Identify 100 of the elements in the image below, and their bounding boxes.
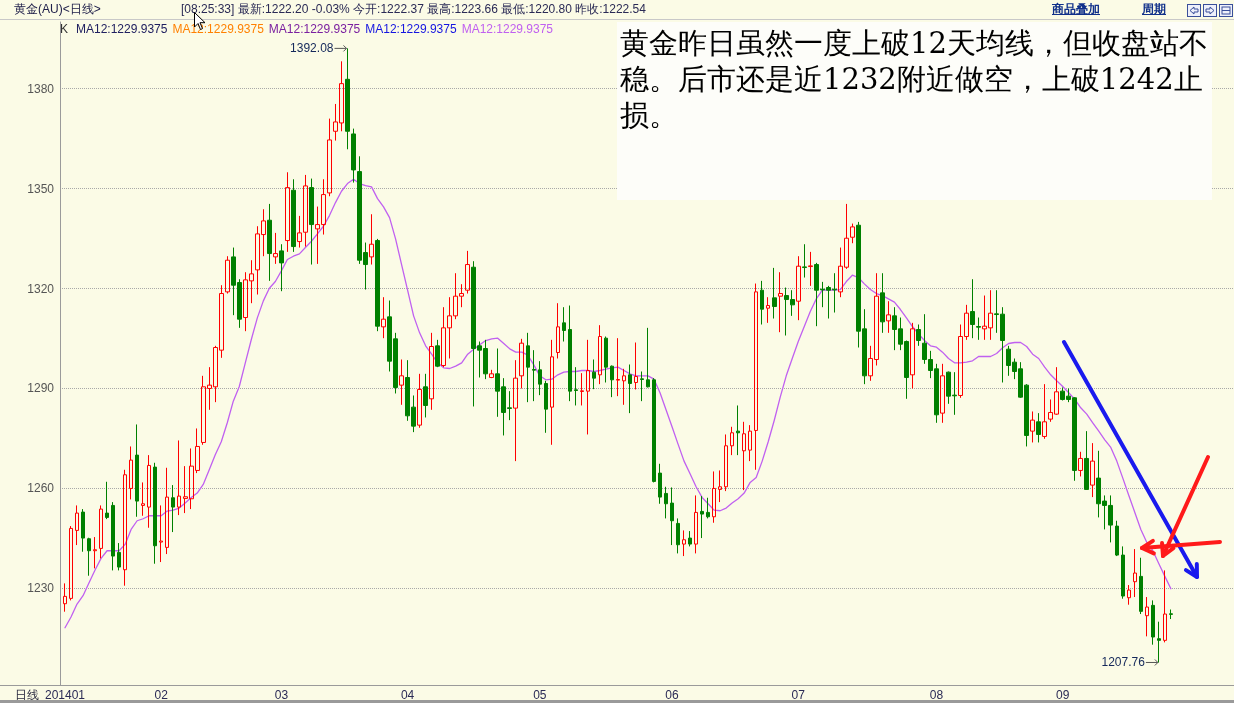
candlestick [63, 582, 67, 613]
candlestick [519, 338, 524, 389]
candlestick [538, 360, 542, 396]
annotation: MA12:1229.9375 [172, 22, 264, 37]
candlestick [1127, 584, 1131, 606]
candlestick [111, 501, 115, 571]
annotation: K [60, 22, 69, 37]
candlestick [682, 529, 686, 557]
candlestick [1030, 410, 1035, 443]
candlestick [99, 504, 103, 559]
candlestick [562, 306, 566, 343]
candlestick [87, 537, 91, 577]
candlestick [423, 373, 428, 418]
annotation: MA12:1229.9375 [268, 22, 361, 37]
text: MA12:1229.9375 [461, 22, 554, 37]
candlestick [1121, 545, 1125, 600]
candlestick [327, 118, 332, 197]
candlestick [285, 171, 290, 253]
y-tick-label: 1380 [27, 81, 55, 96]
candlestick [309, 178, 314, 266]
chart-title: 黄金(AU)<日线> [14, 1, 101, 18]
candlestick [778, 271, 783, 333]
candlestick [1145, 596, 1149, 637]
candlestick [736, 404, 740, 456]
candlestick [159, 504, 163, 563]
candlestick [802, 243, 807, 279]
x-tick-label: 08 [929, 688, 944, 702]
candlestick [676, 517, 680, 554]
candlestick [93, 536, 97, 569]
text: 周期 [1142, 1, 1166, 18]
candlestick [748, 424, 752, 462]
candlestick [105, 481, 109, 520]
candlestick [580, 372, 584, 406]
annotation: 1392.08 [290, 41, 334, 56]
candlestick [718, 469, 722, 503]
candlestick [81, 508, 85, 553]
candlestick [940, 363, 945, 424]
candlestick [1115, 520, 1119, 557]
candlestick [754, 283, 758, 471]
candlestick [369, 213, 374, 266]
x-tick-label: 09 [1056, 688, 1070, 702]
y-tick-label: 1350 [27, 181, 55, 196]
x-tick-label: 03 [274, 688, 289, 702]
candlestick [375, 238, 380, 332]
candlestick [345, 47, 350, 150]
candlestick [417, 373, 422, 429]
candlestick [544, 380, 548, 434]
x-tick-label: 05 [533, 688, 547, 702]
candlestick [976, 317, 981, 341]
candlestick [1163, 569, 1167, 643]
candlestick [796, 255, 801, 321]
candlestick [592, 359, 596, 390]
candlestick [135, 423, 139, 518]
candlestick [1084, 430, 1089, 490]
candlestick [628, 363, 632, 414]
candlestick [1157, 621, 1161, 663]
y-tick-label: 1320 [27, 281, 55, 296]
candlestick [616, 337, 620, 397]
candlestick [694, 494, 698, 554]
candlestick [652, 377, 656, 483]
candlestick [532, 349, 536, 402]
candlestick [69, 525, 73, 601]
line-series [64, 178, 1172, 629]
candlestick [129, 445, 133, 500]
candlestick [724, 433, 728, 492]
candlestick [1169, 609, 1173, 620]
x-axis-title: 日线 [15, 688, 40, 702]
candlestick [712, 470, 716, 524]
text: 商品叠加 [1052, 1, 1100, 18]
y-tick-label: 1260 [27, 481, 55, 496]
candlestick [640, 370, 644, 402]
candlestick [381, 296, 386, 339]
candlestick [760, 280, 764, 326]
candlestick [658, 463, 662, 505]
candlestick [1151, 599, 1155, 646]
candlestick [706, 497, 710, 519]
candlestick [646, 327, 650, 388]
x-tick-label: 04 [400, 688, 415, 702]
candlestick [291, 178, 296, 253]
candlestick [622, 368, 626, 406]
candlestick [1036, 412, 1041, 443]
candlestick [153, 462, 157, 565]
candlestick [225, 255, 230, 295]
candlestick [75, 504, 79, 546]
candlestick [970, 278, 975, 339]
annotation: 1207.76 [1101, 655, 1146, 670]
candlestick [634, 342, 638, 390]
candlestick [1133, 548, 1137, 598]
candlestick [664, 486, 668, 519]
candlestick [177, 439, 181, 516]
candlestick [742, 421, 746, 491]
x-tick-label: 07 [791, 688, 806, 702]
candlestick [399, 359, 404, 406]
candlestick [550, 339, 554, 446]
candlestick [429, 332, 434, 411]
candlestick [1078, 451, 1083, 477]
x-tick-label: 02 [154, 688, 169, 702]
candlestick [273, 232, 278, 265]
candlestick [850, 223, 855, 244]
candlestick [808, 251, 813, 287]
